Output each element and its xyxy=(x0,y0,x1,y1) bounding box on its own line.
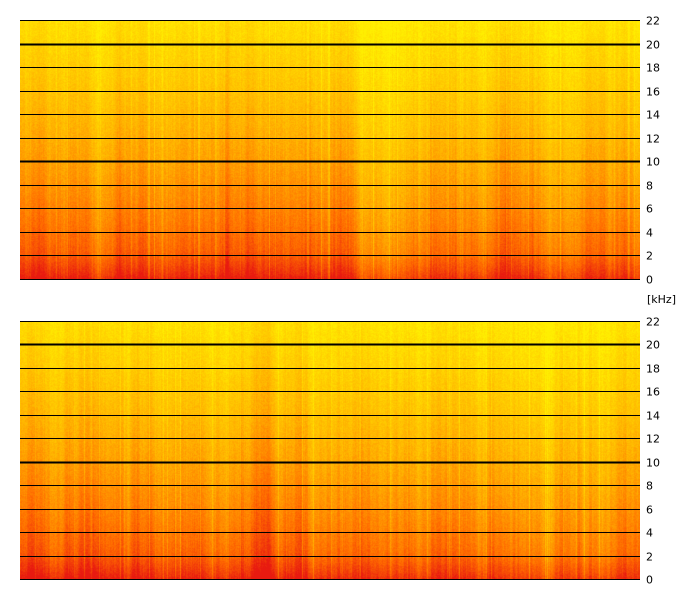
y-tick-label-1-18: 18 xyxy=(646,363,660,376)
y-tick-label-1-10: 10 xyxy=(646,457,660,470)
y-tick-label-0-12: 12 xyxy=(646,133,660,146)
frequency-unit-label: [kHz] xyxy=(647,293,676,306)
y-tick-label-0-14: 14 xyxy=(646,109,660,122)
y-tick-label-0-8: 8 xyxy=(646,180,653,193)
y-tick-label-1-20: 20 xyxy=(646,339,660,352)
spectrogram-top xyxy=(20,20,640,279)
y-tick-label-0-6: 6 xyxy=(646,203,653,216)
y-tick-label-0-22: 22 xyxy=(646,15,660,28)
y-tick-label-0-10: 10 xyxy=(646,156,660,169)
y-tick-label-0-18: 18 xyxy=(646,62,660,75)
y-tick-label-1-12: 12 xyxy=(646,433,660,446)
y-tick-label-0-16: 16 xyxy=(646,86,660,99)
y-tick-label-0-0: 0 xyxy=(646,274,653,287)
y-tick-label-1-14: 14 xyxy=(646,410,660,423)
y-tick-label-1-2: 2 xyxy=(646,551,653,564)
y-tick-label-0-20: 20 xyxy=(646,39,660,52)
y-tick-label-1-0: 0 xyxy=(646,574,653,587)
y-tick-label-0-4: 4 xyxy=(646,227,653,240)
spectrogram-bottom xyxy=(20,321,640,579)
y-tick-label-1-4: 4 xyxy=(646,527,653,540)
y-tick-label-1-6: 6 xyxy=(646,504,653,517)
y-tick-label-0-2: 2 xyxy=(646,250,653,263)
y-tick-label-1-16: 16 xyxy=(646,386,660,399)
y-tick-label-1-8: 8 xyxy=(646,480,653,493)
y-tick-label-1-22: 22 xyxy=(646,316,660,329)
